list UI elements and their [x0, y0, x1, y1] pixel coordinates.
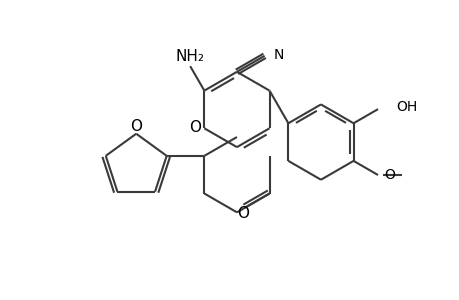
Text: O: O: [384, 168, 394, 182]
Text: O: O: [236, 206, 249, 221]
Text: O: O: [130, 119, 142, 134]
Text: OH: OH: [395, 100, 416, 114]
Text: N: N: [273, 48, 283, 62]
Text: O: O: [189, 120, 201, 135]
Text: NH₂: NH₂: [175, 49, 204, 64]
